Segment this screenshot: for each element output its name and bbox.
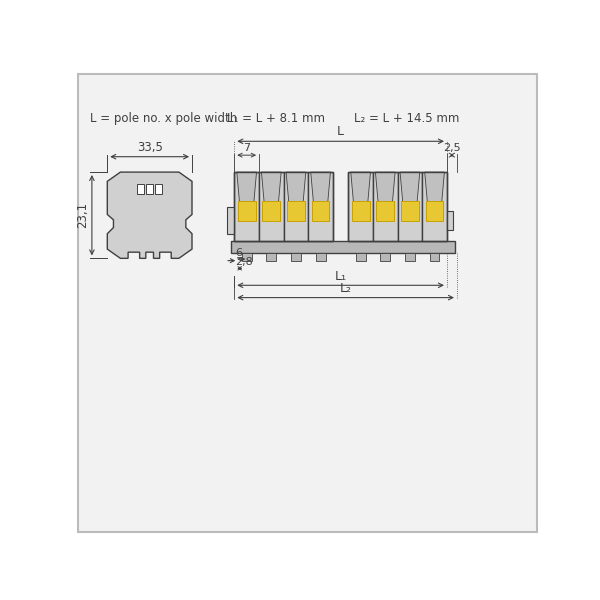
Polygon shape [286,172,306,207]
Polygon shape [107,172,192,259]
Bar [356,253,365,260]
Bar [376,201,394,221]
Text: 33,5: 33,5 [137,140,163,154]
Bar [373,172,398,241]
Bar [447,211,453,230]
Bar [259,172,284,241]
Text: L₁ = L + 8.1 mm: L₁ = L + 8.1 mm [227,112,325,125]
Bar [316,253,326,260]
Bar [287,201,305,221]
Bar [308,172,333,241]
Bar [238,201,256,221]
Polygon shape [351,172,370,207]
Bar [425,201,443,221]
Bar [349,172,373,241]
Bar [242,253,251,260]
Bar [405,253,415,260]
Bar [235,172,333,241]
Bar [291,253,301,260]
Polygon shape [237,172,257,207]
Polygon shape [262,172,281,207]
Bar [235,172,259,241]
Bar [430,253,439,260]
Bar [398,172,422,241]
Bar [312,201,329,221]
Polygon shape [400,172,420,207]
Text: L₂ = L + 14.5 mm: L₂ = L + 14.5 mm [354,112,459,125]
Bar [227,207,235,233]
Bar [352,201,370,221]
Bar [230,241,455,253]
Text: 23,1: 23,1 [76,202,89,228]
Bar [137,184,144,194]
Bar [349,172,447,241]
Text: L₁: L₁ [335,270,347,283]
Bar [146,184,153,194]
Bar [155,184,163,194]
Bar [422,172,447,241]
Polygon shape [425,172,445,207]
Text: L = pole no. x pole width: L = pole no. x pole width [91,112,238,125]
Text: 2,5: 2,5 [443,143,461,153]
Bar [401,201,419,221]
Bar [380,253,390,260]
Text: 6: 6 [235,248,242,257]
Polygon shape [376,172,395,207]
Polygon shape [311,172,331,207]
Bar [284,172,308,241]
Text: L: L [337,125,344,138]
Bar [262,201,280,221]
Text: L₂: L₂ [340,283,352,295]
Text: 7: 7 [243,143,250,153]
Text: 2,8: 2,8 [235,257,253,267]
Bar [266,253,276,260]
